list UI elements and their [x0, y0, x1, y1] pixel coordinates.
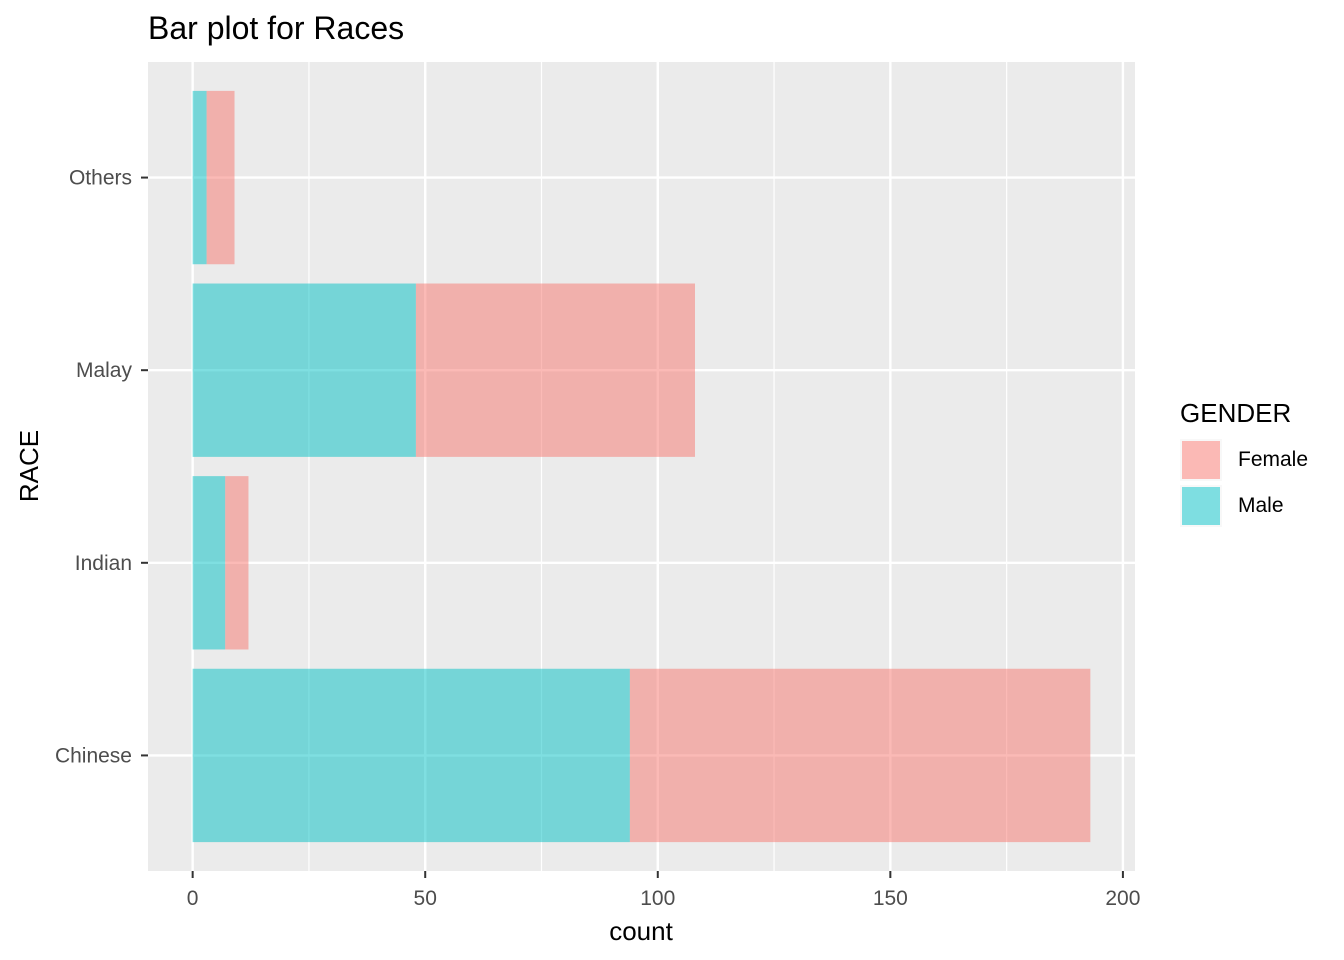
- bar-malay-female: [415, 283, 695, 457]
- bar-chinese-female: [629, 668, 1091, 843]
- bar-indian-male: [192, 476, 226, 650]
- bar-others-male: [192, 90, 207, 265]
- legend-label-male: Male: [1238, 494, 1284, 517]
- x-tick-label: 0: [187, 887, 199, 910]
- bar-malay-male: [192, 283, 416, 457]
- legend-label-female: Female: [1238, 448, 1309, 471]
- y-tick-label: Chinese: [55, 744, 132, 767]
- x-axis: 0 50 100 150 200: [187, 871, 1140, 910]
- bar-others-female: [206, 90, 235, 265]
- y-tick-label: Others: [69, 167, 132, 190]
- legend: GENDER Female Male: [1180, 398, 1308, 529]
- chart-title: Bar plot for Races: [148, 10, 405, 46]
- x-tick-label: 50: [414, 887, 437, 910]
- y-axis: Chinese Indian Malay Others: [55, 167, 148, 767]
- bars: [192, 90, 1091, 843]
- x-tick-label: 150: [873, 887, 908, 910]
- legend-swatch-female: [1180, 439, 1222, 481]
- y-tick-label: Indian: [75, 552, 132, 575]
- x-tick-label: 100: [640, 887, 675, 910]
- legend-swatch-male: [1180, 485, 1222, 527]
- x-tick-label: 200: [1105, 887, 1140, 910]
- legend-item-male: Male: [1180, 483, 1308, 529]
- x-axis-title: count: [609, 916, 673, 946]
- y-tick-label: Malay: [76, 359, 133, 382]
- bar-indian-female: [225, 476, 249, 650]
- legend-title: GENDER: [1180, 398, 1292, 428]
- bar-chinese-male: [192, 668, 630, 843]
- legend-item-female: Female: [1180, 437, 1308, 483]
- y-axis-title: RACE: [14, 430, 44, 502]
